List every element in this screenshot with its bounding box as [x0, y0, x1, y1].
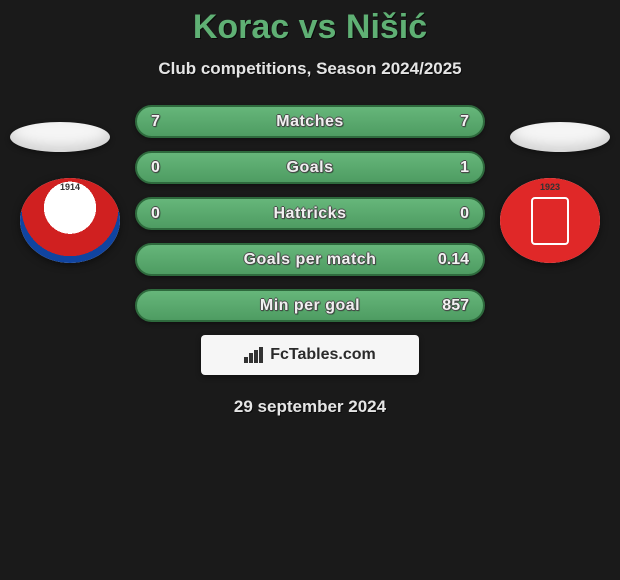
- brand-box[interactable]: FcTables.com: [201, 335, 419, 375]
- left-country-flag: [10, 122, 110, 152]
- stat-right-value: 0.14: [438, 251, 469, 269]
- stat-label: Min per goal: [260, 297, 360, 315]
- bar-chart-icon: [244, 347, 264, 363]
- stat-label: Goals: [287, 159, 334, 177]
- right-badge-year: 1923: [540, 182, 560, 192]
- stat-row-min-per-goal: Min per goal 857: [135, 289, 485, 322]
- right-country-flag: [510, 122, 610, 152]
- stat-right-value: 0: [460, 205, 469, 223]
- stat-label: Goals per match: [244, 251, 377, 269]
- stat-label: Matches: [276, 113, 344, 131]
- stat-row-goals-per-match: Goals per match 0.14: [135, 243, 485, 276]
- left-badge-year: 1914: [60, 182, 80, 192]
- subtitle: Club competitions, Season 2024/2025: [0, 59, 620, 79]
- page-title: Korac vs Nišić: [0, 0, 620, 47]
- date-label: 29 september 2024: [0, 397, 620, 417]
- stat-row-matches: 7 Matches 7: [135, 105, 485, 138]
- stats-container: 7 Matches 7 0 Goals 1 0 Hattricks 0 Goal…: [135, 105, 485, 322]
- stat-left-value: 0: [151, 159, 160, 177]
- stat-row-hattricks: 0 Hattricks 0: [135, 197, 485, 230]
- stat-label: Hattricks: [274, 205, 347, 223]
- brand-name: FcTables.com: [270, 346, 376, 364]
- stat-right-value: 1: [460, 159, 469, 177]
- stat-left-value: 7: [151, 113, 160, 131]
- left-club-badge: 1914: [20, 178, 120, 263]
- stat-right-value: 7: [460, 113, 469, 131]
- stat-left-value: 0: [151, 205, 160, 223]
- stat-row-goals: 0 Goals 1: [135, 151, 485, 184]
- stat-right-value: 857: [442, 297, 469, 315]
- right-club-badge: 1923: [500, 178, 600, 263]
